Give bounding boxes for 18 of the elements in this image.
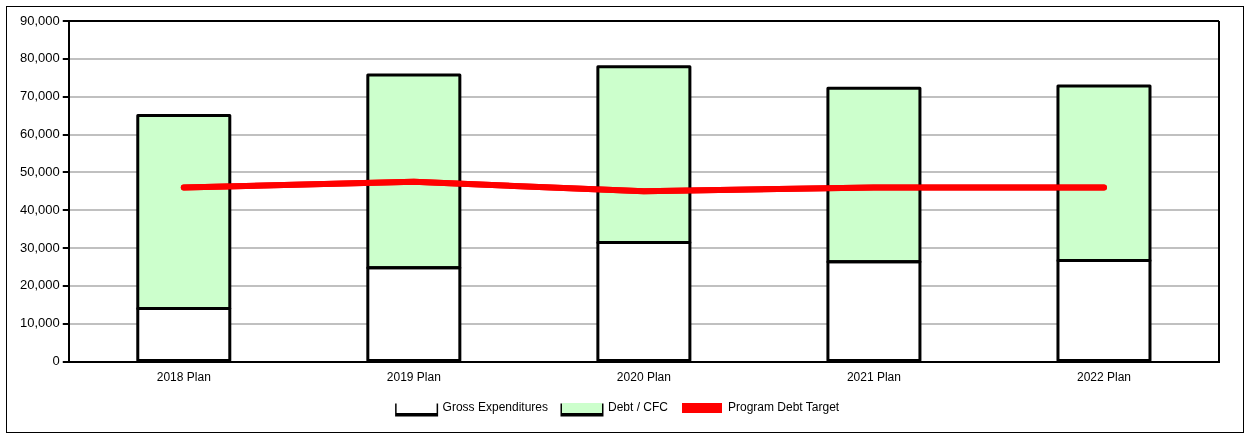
y-tick-label: 60,000 <box>20 126 60 142</box>
x-tick-label: 2022 Plan <box>1076 370 1131 385</box>
y-tick-label: 90,000 <box>20 12 60 28</box>
legend-label: Program Debt Target <box>728 400 840 415</box>
x-tick-label: 2021 Plan <box>846 370 901 385</box>
y-tick-label: 0 <box>52 353 60 369</box>
x-tick-label: 2018 Plan <box>156 370 211 385</box>
y-tick-label: 20,000 <box>20 277 60 293</box>
y-tick-label: 80,000 <box>20 50 60 66</box>
legend-label: Gross Expenditures <box>442 400 548 415</box>
y-tick-label: 70,000 <box>20 88 60 104</box>
y-tick-label: 10,000 <box>20 315 60 331</box>
x-tick-label: 2019 Plan <box>386 370 441 385</box>
y-tick-label: 40,000 <box>20 201 60 217</box>
y-tick-label: 50,000 <box>20 163 60 179</box>
legend-label: Debt / CFC <box>607 400 669 415</box>
x-tick-label: 2020 Plan <box>616 370 671 385</box>
y-tick-label: 30,000 <box>20 239 60 255</box>
